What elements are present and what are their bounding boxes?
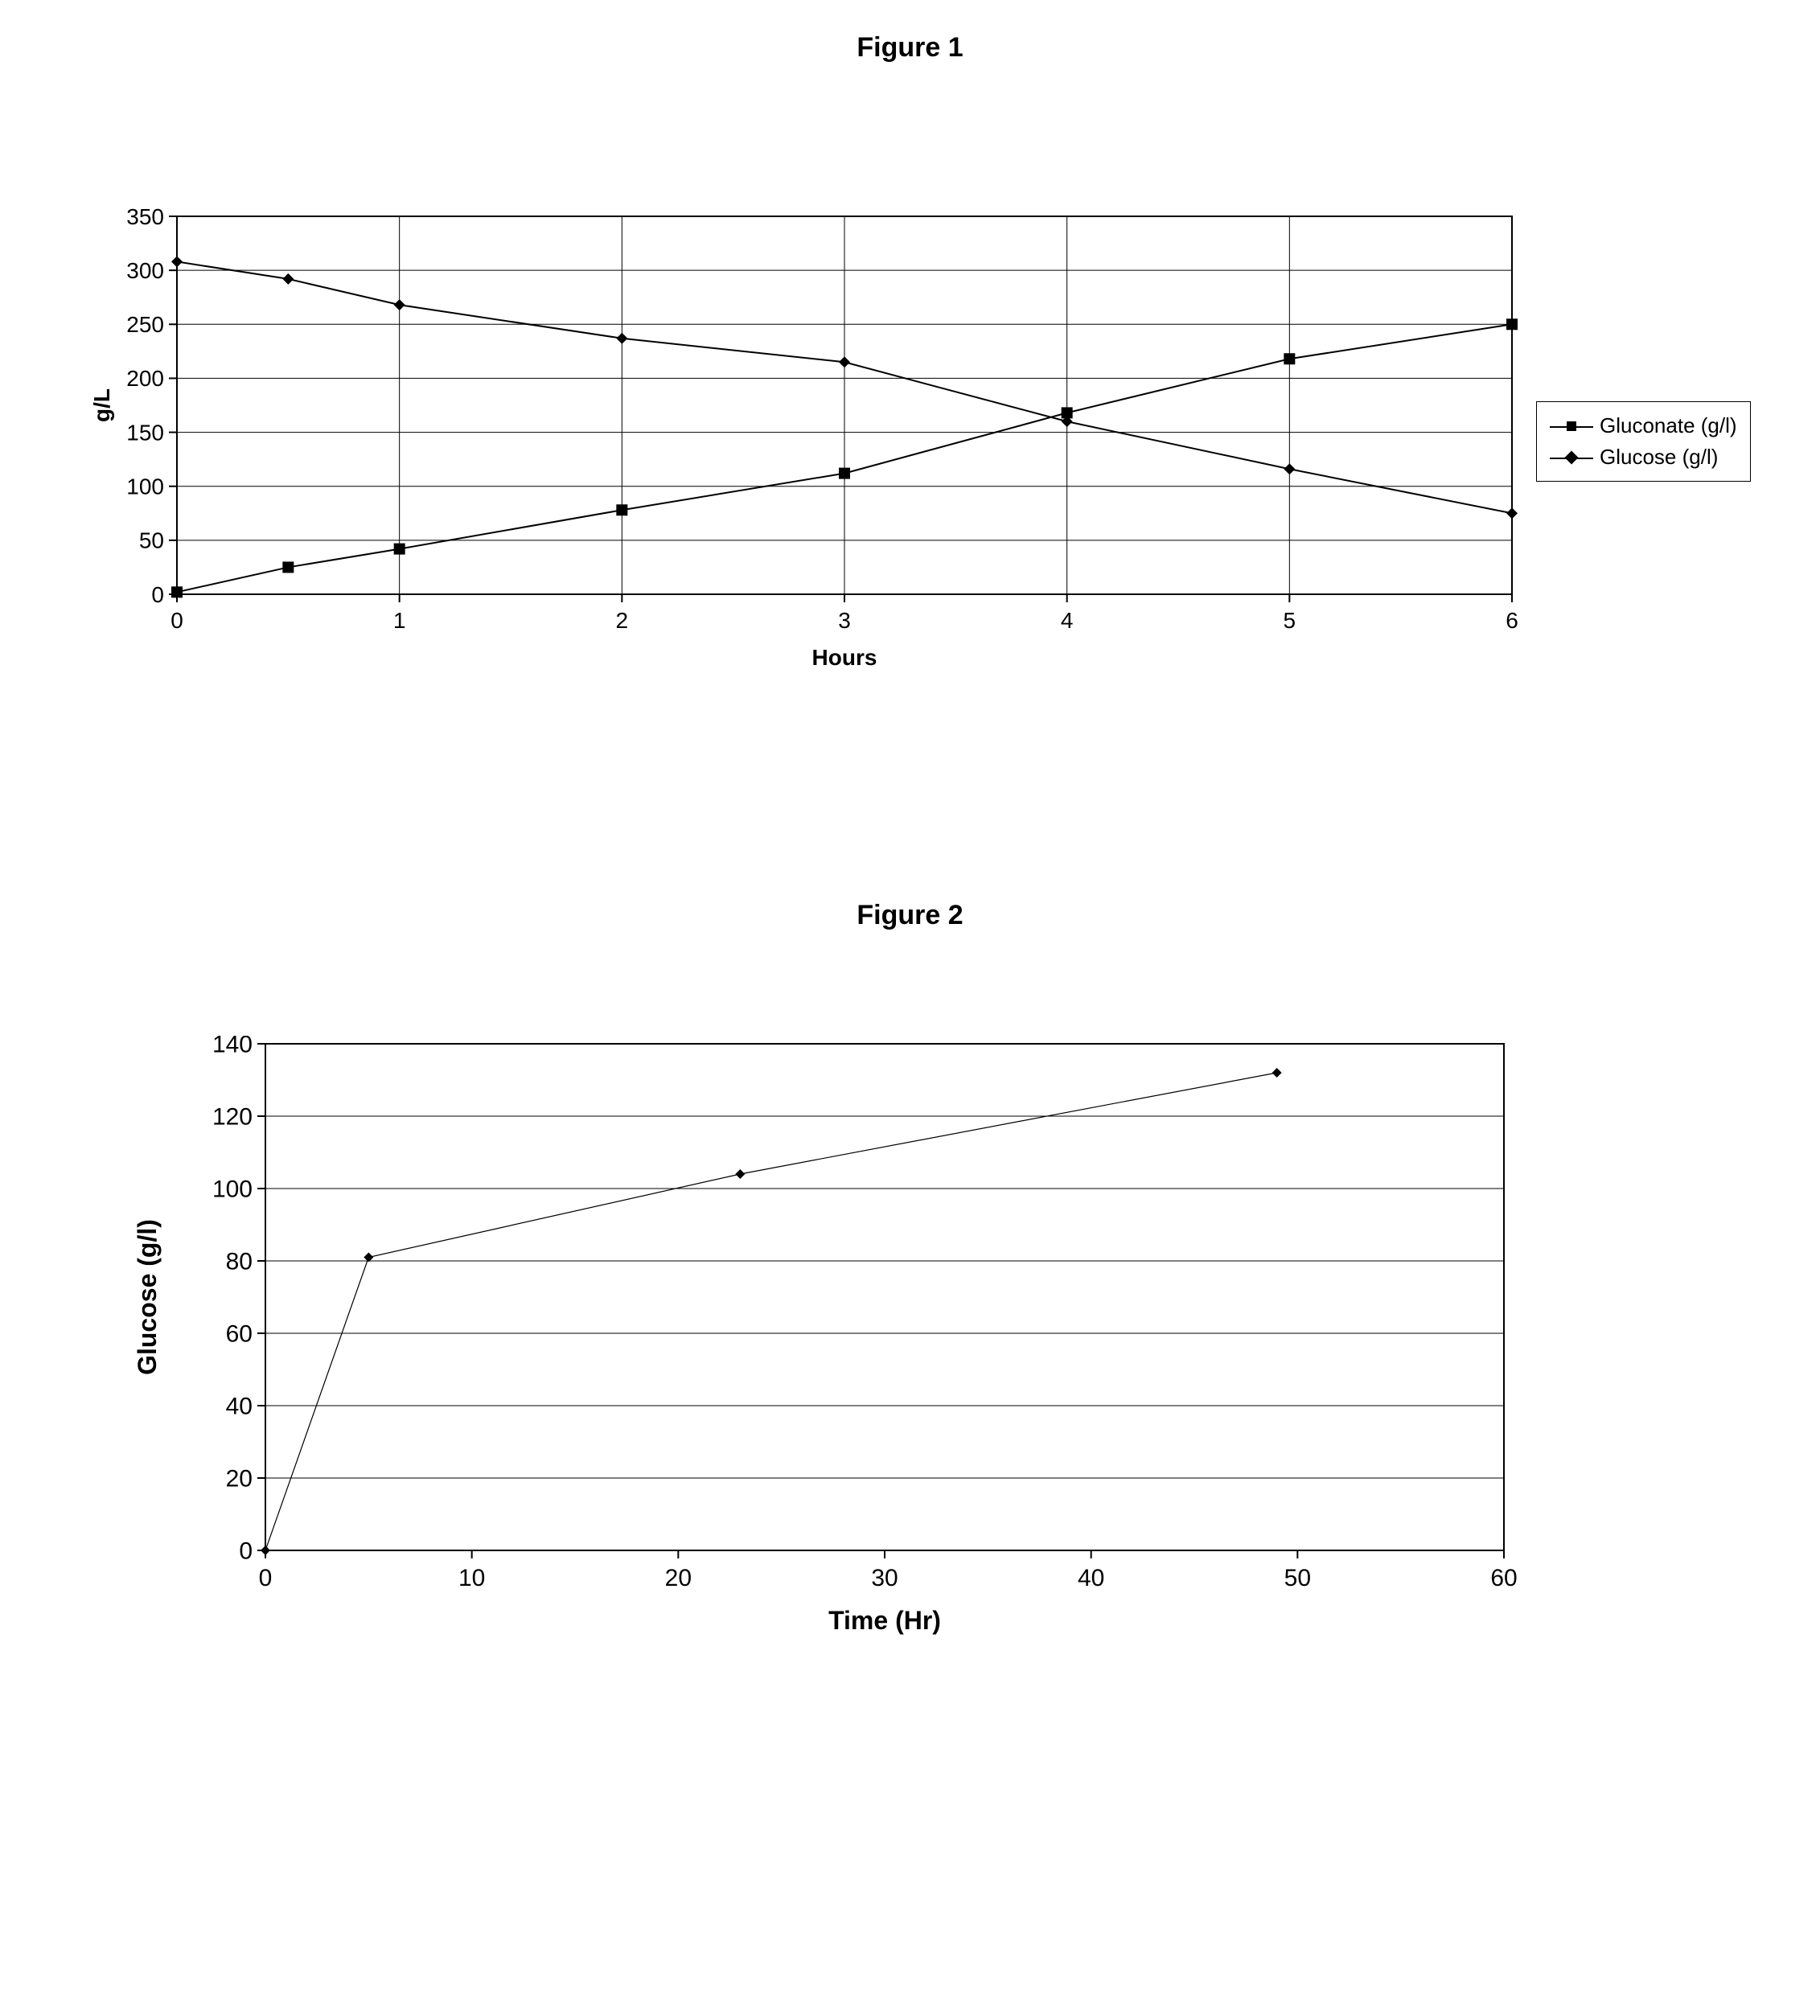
x-tick-label: 1: [393, 608, 406, 633]
x-axis-label: Time (Hr): [828, 1606, 941, 1635]
y-tick-label: 50: [139, 528, 164, 553]
y-tick-label: 250: [126, 312, 164, 337]
y-axis-label: Glucose (g/l): [133, 1219, 162, 1375]
x-tick-label: 3: [838, 608, 851, 633]
legend-label: Glucose (g/l): [1600, 441, 1718, 473]
y-tick-label: 100: [212, 1176, 253, 1203]
figure1-legend: Gluconate (g/l) Glucose (g/l): [1536, 401, 1751, 482]
legend-item-gluconate: Gluconate (g/l): [1550, 410, 1737, 441]
x-tick-label: 0: [259, 1565, 273, 1591]
legend-item-glucose: Glucose (g/l): [1550, 441, 1737, 473]
x-tick-label: 6: [1506, 608, 1518, 633]
x-tick-label: 4: [1061, 608, 1074, 633]
figure2-title: Figure 2: [32, 900, 1788, 931]
x-tick-label: 40: [1078, 1565, 1104, 1591]
x-tick-label: 10: [458, 1565, 485, 1591]
x-tick-label: 60: [1490, 1565, 1517, 1591]
y-tick-label: 60: [226, 1321, 253, 1348]
y-tick-label: 40: [226, 1394, 253, 1420]
y-axis-label: g/L: [89, 388, 114, 422]
y-tick-label: 100: [126, 474, 164, 499]
y-tick-label: 20: [226, 1466, 253, 1492]
x-axis-label: Hours: [812, 645, 877, 670]
x-tick-label: 30: [871, 1565, 898, 1591]
y-tick-label: 140: [212, 1036, 253, 1058]
y-tick-label: 80: [226, 1249, 253, 1275]
y-tick-label: 350: [126, 208, 164, 229]
y-tick-label: 200: [126, 366, 164, 391]
x-tick-label: 2: [616, 608, 629, 633]
figure2-chart: 0 10 20 30 40 50 60 0 20 40 60 80 100 120 140 Time (Hr)…: [129, 1036, 1788, 1639]
legend-label: Gluconate (g/l): [1600, 410, 1737, 441]
y-tick-label: 120: [212, 1104, 253, 1131]
x-tick-label: 20: [665, 1565, 692, 1591]
y-tick-label: 0: [151, 582, 164, 607]
x-tick-label: 5: [1284, 608, 1296, 633]
figure1-title: Figure 1: [32, 32, 1788, 64]
figure1-chart: 0 1 2 3 4 5 6 0 50 100 150 200 250 300 350 Hours g/L: [88, 208, 1520, 675]
x-tick-label: 0: [170, 608, 183, 633]
y-tick-label: 300: [126, 258, 164, 283]
x-tick-label: 50: [1284, 1565, 1311, 1591]
y-tick-label: 0: [239, 1538, 253, 1565]
y-tick-label: 150: [126, 420, 164, 445]
